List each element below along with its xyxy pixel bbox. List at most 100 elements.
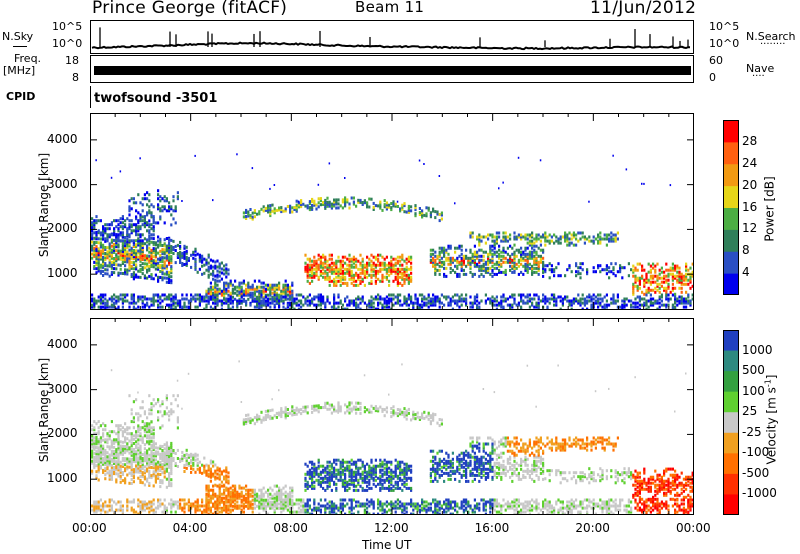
scatter-cell: [308, 273, 311, 277]
scatter-cell: [440, 213, 443, 217]
scatter-cell: [542, 256, 545, 260]
scatter-cell: [126, 258, 129, 262]
scatter-cell: [344, 281, 347, 285]
scatter-cell: [150, 215, 153, 219]
scatter-cell: [152, 436, 155, 440]
scatter-cell: [154, 299, 157, 303]
scatter-cell: [143, 447, 146, 451]
scatter-cell: [137, 438, 140, 442]
scatter-cell: [647, 305, 650, 309]
scatter-cell: [264, 295, 267, 299]
scatter-cell: [163, 293, 166, 297]
scatter-cell: [429, 301, 432, 305]
scatter-cell: [225, 283, 228, 287]
scatter-cell: [137, 456, 140, 460]
scatter-cell: [137, 448, 140, 452]
scatter-cell: [251, 297, 254, 301]
scatter-cell: [106, 246, 109, 250]
scatter-cell: [168, 256, 171, 260]
scatter-cell: [181, 407, 183, 410]
scatter-cell: [99, 452, 102, 456]
scatter-cell: [652, 274, 655, 278]
scatter-cell: [97, 458, 100, 462]
scatter-cell: [306, 269, 309, 273]
scatter-cell: [183, 256, 186, 260]
scatter-cell: [236, 305, 239, 309]
scatter-cell: [652, 280, 655, 284]
scatter-cell: [275, 283, 278, 287]
scatter-cell: [440, 217, 443, 221]
scatter-cell: [139, 466, 142, 470]
scatter-cell: [511, 305, 514, 309]
scatter-cell: [370, 303, 373, 307]
scatter-cell: [128, 233, 131, 237]
scatter-cell: [174, 209, 177, 213]
scatter-cell: [157, 245, 160, 249]
scatter-cell: [95, 267, 98, 271]
scatter-cell: [99, 249, 102, 253]
scatter-cell: [447, 295, 450, 299]
scatter-cell: [335, 265, 338, 269]
scatter-cell: [117, 426, 120, 430]
scatter-cell: [449, 270, 452, 274]
scatter-cell: [135, 231, 138, 235]
scatter-cell: [429, 213, 432, 217]
scatter-cell: [157, 474, 160, 478]
scatter-cell: [225, 291, 228, 295]
scatter-cell: [572, 235, 575, 239]
scatter-cell: [157, 500, 160, 504]
scatter-cell: [152, 259, 155, 263]
scatter-cell: [214, 494, 217, 498]
scatter-cell: [170, 238, 173, 242]
scatter-cell: [372, 263, 375, 267]
scatter-cell: [209, 467, 212, 471]
scatter-cell: [295, 301, 298, 305]
scatter-cell: [289, 293, 292, 297]
scatter-cell: [168, 465, 171, 469]
scatter-cell: [506, 235, 509, 239]
scatter-cell: [104, 231, 107, 235]
scatter-cell: [225, 476, 228, 480]
scatter-cell: [344, 267, 347, 271]
scatter-cell: [102, 295, 105, 299]
scatter-cell: [91, 303, 94, 307]
scatter-cell: [471, 274, 474, 278]
scatter-cell: [273, 289, 276, 293]
scatter-cell: [236, 285, 239, 289]
scatter-cell: [564, 235, 567, 239]
scatter-cell: [229, 295, 232, 299]
scatter-cell: [141, 243, 144, 247]
scatter-cell: [339, 261, 342, 265]
scatter-cell: [500, 258, 503, 262]
scatter-cell: [185, 245, 188, 249]
scatter-cell: [163, 195, 166, 199]
scatter-cell: [311, 297, 314, 301]
scatter-cell: [163, 262, 166, 266]
scatter-cell: [143, 242, 146, 246]
scatter-cell: [638, 282, 641, 286]
scatter-cell: [647, 288, 650, 292]
scatter-cell: [608, 233, 611, 237]
scatter-cell: [537, 260, 540, 264]
scatter-cell: [282, 291, 285, 295]
scatter-cell: [381, 277, 384, 281]
scatter-cell: [159, 199, 162, 203]
scatter-cell: [108, 246, 111, 250]
scatter-cell: [225, 508, 228, 512]
scatter-cell: [209, 291, 212, 295]
scatter-cell: [438, 301, 441, 305]
scatter-cell: [141, 436, 144, 440]
scatter-cell: [654, 301, 657, 305]
scatter-cell: [333, 277, 336, 281]
scatter-cell: [311, 199, 314, 203]
scatter-cell: [685, 297, 688, 301]
scatter-cell: [517, 303, 520, 307]
scatter-cell: [553, 293, 556, 297]
scatter-cell: [315, 267, 318, 271]
scatter-cell: [528, 266, 531, 270]
scatter-cell: [165, 467, 168, 471]
scatter-cell: [586, 272, 589, 276]
scatter-cell: [275, 291, 278, 295]
scatter-cell: [234, 285, 237, 289]
scatter-cell: [170, 223, 173, 227]
